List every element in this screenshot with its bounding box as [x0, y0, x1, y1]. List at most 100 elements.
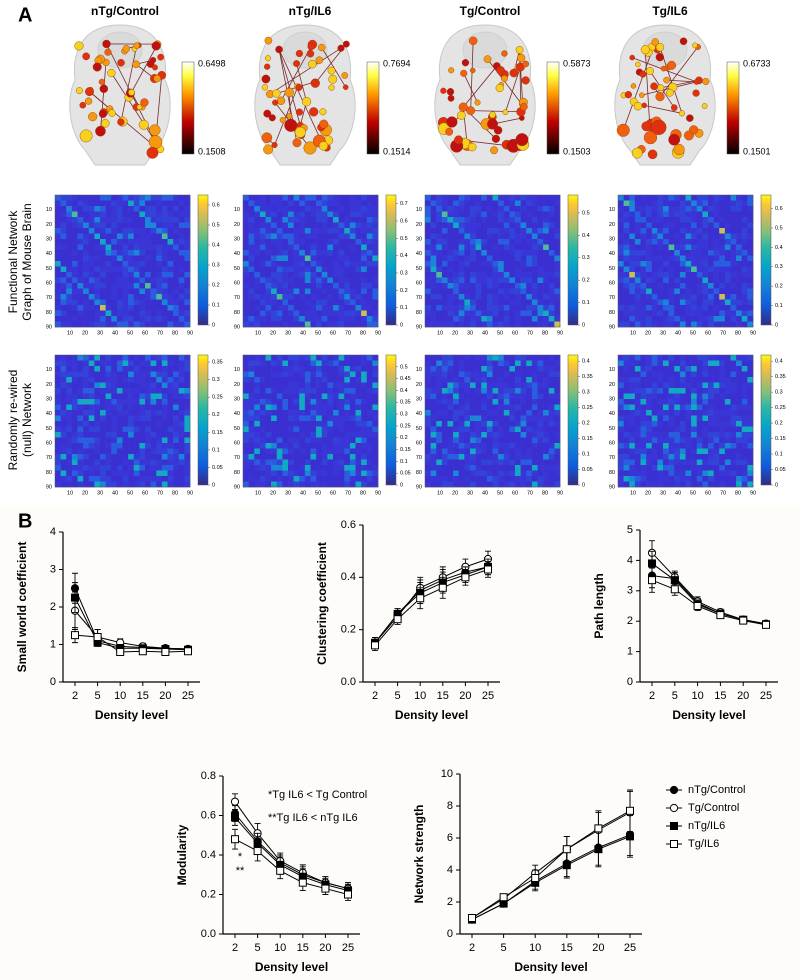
- matrix-cell: [481, 255, 488, 262]
- matrix-cell: [349, 360, 356, 367]
- matrix-cell: [259, 294, 266, 300]
- matrix-cell: [327, 399, 334, 405]
- matrix-cell: [83, 432, 90, 438]
- matrix-cell: [122, 239, 129, 245]
- matrix-cell: [355, 200, 362, 207]
- matrix-cell: [145, 211, 151, 218]
- matrix-cell: [481, 294, 488, 300]
- matrix-cell: [724, 228, 731, 234]
- matrix-cell: [254, 415, 261, 422]
- matrix-cell: [486, 415, 493, 422]
- matrix-cell: [708, 255, 714, 262]
- matrix-cell: [498, 228, 505, 234]
- matrix-cell: [470, 366, 476, 372]
- matrix-cell: [708, 360, 714, 367]
- matrix-cell: [430, 481, 437, 488]
- matrix-cell: [178, 206, 185, 212]
- matrix-cell: [128, 454, 135, 460]
- matrix-cell: [248, 277, 255, 284]
- matrix-cell: [184, 222, 191, 229]
- matrix-cell: [265, 382, 272, 389]
- brain-node: [122, 45, 130, 53]
- matrix-cell: [441, 393, 448, 400]
- matrix-cell: [696, 393, 703, 400]
- brain-node: [624, 91, 632, 99]
- matrix-cell: [316, 244, 323, 251]
- matrix-cell: [161, 195, 168, 201]
- matrix-cell: [458, 426, 465, 433]
- colorbar-max: 0.6498: [198, 58, 226, 68]
- matrix-cell: [537, 217, 544, 223]
- matrix-cell: [116, 228, 123, 234]
- matrix-cell: [741, 195, 748, 201]
- matrix-cell: [184, 206, 191, 212]
- matrix-cell: [618, 305, 624, 311]
- matrix-cell: [161, 415, 168, 422]
- matrix-cell: [338, 470, 345, 477]
- matrix-cell: [730, 244, 737, 251]
- matrix-cell: [719, 239, 726, 245]
- matrix-cell: [361, 366, 368, 372]
- matrix-cell: [128, 426, 135, 433]
- matrix-cell: [327, 459, 334, 466]
- matrix-cell: [702, 206, 709, 212]
- matrix-cell: [111, 310, 118, 317]
- matrix-cell: [629, 321, 636, 328]
- matrix-cell: [259, 233, 266, 240]
- matrix-cell: [248, 415, 255, 422]
- matrix-cell: [60, 388, 67, 394]
- matrix-cell: [178, 470, 185, 477]
- matrix-cell: [713, 244, 720, 251]
- matrix-cell: [71, 261, 78, 267]
- matrix-cell: [730, 266, 737, 273]
- brain-node: [635, 61, 641, 68]
- y-tick-label: 90: [234, 484, 240, 490]
- matrix-cell: [458, 470, 465, 477]
- matrix-cell: [679, 399, 686, 405]
- matrix-cell: [77, 360, 84, 367]
- matrix-cell: [55, 277, 61, 284]
- y-tick-label: 80: [46, 470, 52, 476]
- matrix-cell: [543, 377, 550, 383]
- matrix-cell: [634, 404, 641, 411]
- matrix-cell: [724, 399, 731, 405]
- matrix-cell: [372, 195, 379, 201]
- matrix-cell: [679, 294, 686, 300]
- matrix-cell: [128, 410, 135, 416]
- matrix-cell: [640, 261, 647, 267]
- matrix-cell: [94, 355, 101, 361]
- matrix-cell: [515, 217, 521, 223]
- matrix-cell: [623, 255, 630, 262]
- matrix-cell: [184, 299, 191, 306]
- matrix-cell: [355, 211, 362, 218]
- matrix-cell: [498, 288, 505, 295]
- matrix-cell: [276, 371, 283, 378]
- brain-node: [264, 55, 272, 62]
- matrix-cell: [486, 321, 493, 328]
- brain-edge: [470, 110, 521, 113]
- matrix-cell: [366, 195, 373, 201]
- matrix-cell: [259, 415, 266, 422]
- matrix-cell: [685, 299, 692, 306]
- matrix-cell: [316, 454, 323, 460]
- matrix-cell: [173, 366, 180, 372]
- matrix-cell: [629, 299, 636, 306]
- matrix-cell: [503, 244, 510, 251]
- matrix-cell: [537, 283, 544, 289]
- matrix-cell: [316, 388, 323, 394]
- matrix-cell: [719, 360, 726, 367]
- matrix-cell: [475, 382, 482, 389]
- matrix-cell: [265, 195, 272, 201]
- matrix-cell: [316, 211, 323, 218]
- matrix-cell: [453, 454, 460, 460]
- matrix-cell: [184, 437, 191, 444]
- matrix-cell: [173, 371, 180, 378]
- matrix-cell: [122, 426, 129, 433]
- matrix-cell: [498, 404, 505, 411]
- matrix-cell: [243, 377, 249, 383]
- matrix-cell: [100, 459, 106, 466]
- matrix-cell: [691, 255, 698, 262]
- matrix-cell: [344, 217, 351, 223]
- matrix-cell: [349, 283, 356, 289]
- matrix-cell: [349, 421, 356, 427]
